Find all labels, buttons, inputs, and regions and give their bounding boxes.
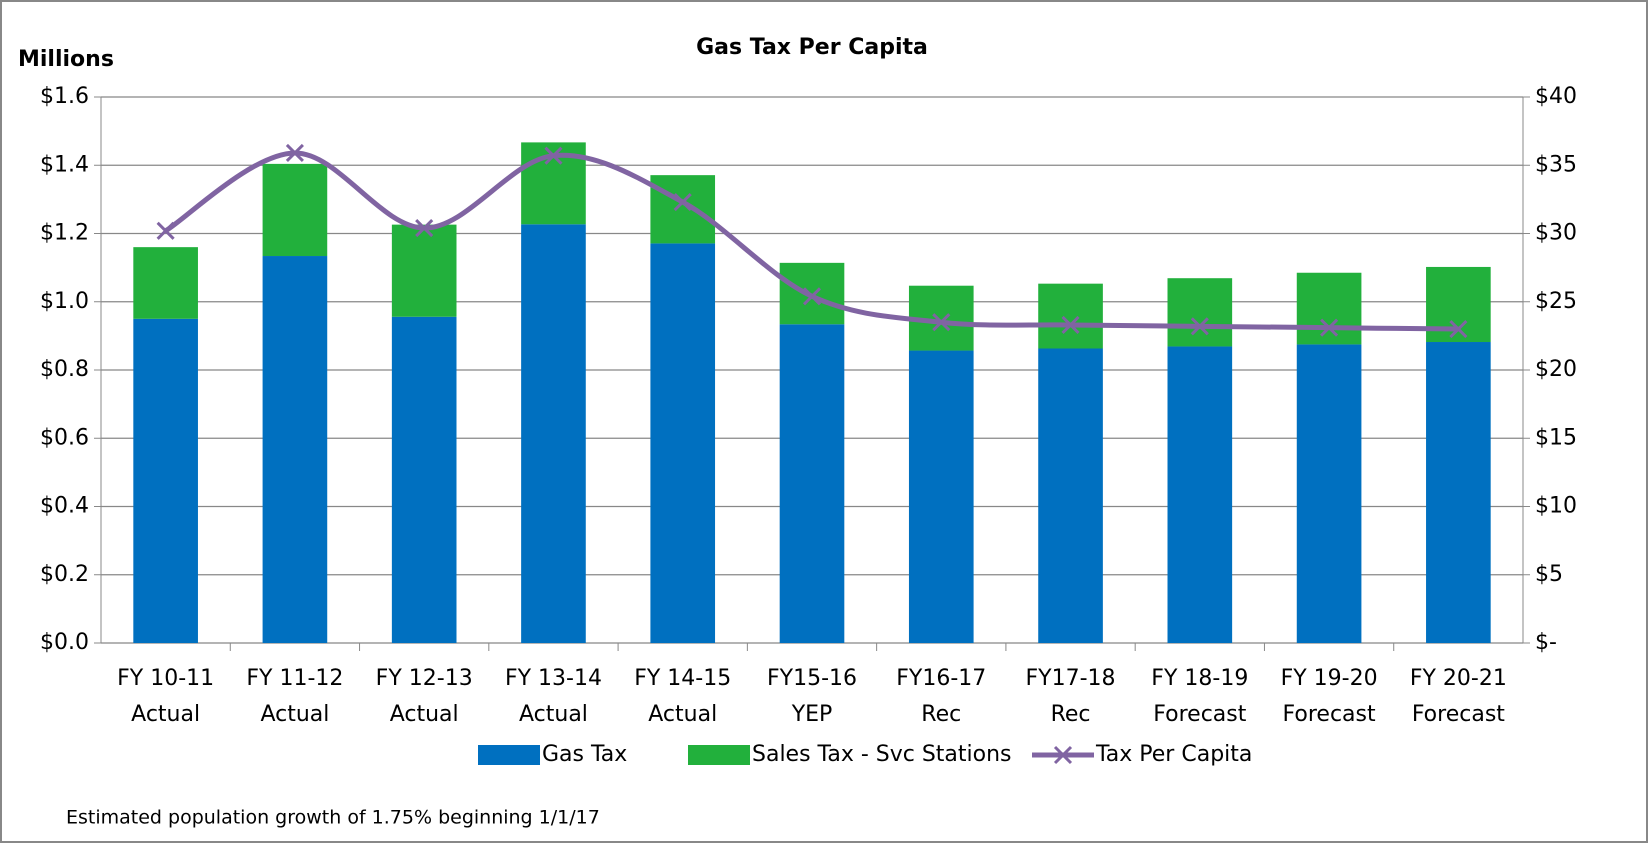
legend-marker xyxy=(1053,745,1073,765)
y-tick-label: $1.2 xyxy=(40,221,89,246)
marker xyxy=(415,218,434,238)
marker xyxy=(802,287,822,306)
bar xyxy=(1296,344,1362,643)
bar xyxy=(1167,346,1233,643)
note: Estimated population growth of 1.75% beg… xyxy=(66,807,600,829)
x-tick-label: FY 20-21 Forecast xyxy=(1410,666,1507,727)
bar xyxy=(521,224,586,643)
legend-label: Tax Per Capita xyxy=(1095,742,1252,767)
y-axis-label: Millions xyxy=(18,47,114,72)
bar xyxy=(1038,283,1103,349)
x-tick-label: FY 13-14 Actual xyxy=(505,666,602,727)
legend-label: Gas Tax xyxy=(542,742,627,767)
bar xyxy=(133,247,198,319)
x-tick-label: FY 10-11 Actual xyxy=(117,666,214,727)
bar xyxy=(262,163,328,257)
marker xyxy=(673,193,692,212)
bar xyxy=(1426,342,1491,643)
bar xyxy=(650,243,716,644)
marker xyxy=(1190,317,1209,336)
y2-tick-label: $25 xyxy=(1535,289,1577,314)
x-tick-label: FY 14-15 Actual xyxy=(634,666,731,727)
y2-tick-label: $40 xyxy=(1535,84,1577,109)
bar xyxy=(650,175,716,244)
x-tick-label: FY 19-20 Forecast xyxy=(1281,666,1378,727)
legend-label: Sales Tax - Svc Stations xyxy=(752,742,1012,767)
y2-tick-label: $30 xyxy=(1535,221,1577,246)
y2-tick-label: $5 xyxy=(1535,562,1563,587)
y-tick-label: $0.6 xyxy=(40,425,89,450)
y-tick-label: $0.0 xyxy=(40,630,89,655)
legend-swatch xyxy=(688,745,750,765)
x-tick-label: FY 12-13 Actual xyxy=(376,666,473,727)
legend-swatch xyxy=(478,745,540,765)
y2-tick-label: $- xyxy=(1535,630,1557,655)
x-tick-label: FY 11-12 Actual xyxy=(246,666,343,727)
y2-tick-label: $15 xyxy=(1535,425,1577,450)
marker xyxy=(156,221,175,240)
y-tick-label: $0.2 xyxy=(40,562,89,587)
bar xyxy=(779,324,845,643)
x-tick-label: FY15-16 YEP xyxy=(767,666,857,727)
marker xyxy=(544,146,563,165)
x-tick-label: FY17-18 Rec xyxy=(1026,666,1116,727)
y2-tick-label: $35 xyxy=(1535,152,1577,177)
marker xyxy=(932,313,951,332)
bar xyxy=(391,224,457,317)
y-tick-label: $1.6 xyxy=(40,84,89,109)
marker xyxy=(1449,319,1468,339)
y-tick-label: $0.8 xyxy=(40,357,89,382)
y-tick-label: $1.4 xyxy=(40,152,89,177)
bar xyxy=(133,318,198,643)
bar xyxy=(908,350,974,643)
bar xyxy=(1167,278,1233,347)
x-tick-label: FY 18-19 Forecast xyxy=(1151,666,1248,727)
y2-tick-label: $20 xyxy=(1535,357,1577,382)
bar xyxy=(1296,272,1362,345)
chart-title: Gas Tax Per Capita xyxy=(696,35,928,60)
marker xyxy=(1061,315,1080,335)
marker xyxy=(285,143,304,163)
bar xyxy=(391,316,457,643)
y-tick-label: $0.4 xyxy=(40,494,89,519)
y2-tick-label: $10 xyxy=(1535,494,1577,519)
x-tick-label: FY16-17 Rec xyxy=(896,666,986,727)
y-tick-label: $1.0 xyxy=(40,289,89,314)
bar xyxy=(262,256,328,643)
line xyxy=(164,150,1459,332)
bar xyxy=(1038,348,1103,643)
marker xyxy=(1320,318,1339,337)
